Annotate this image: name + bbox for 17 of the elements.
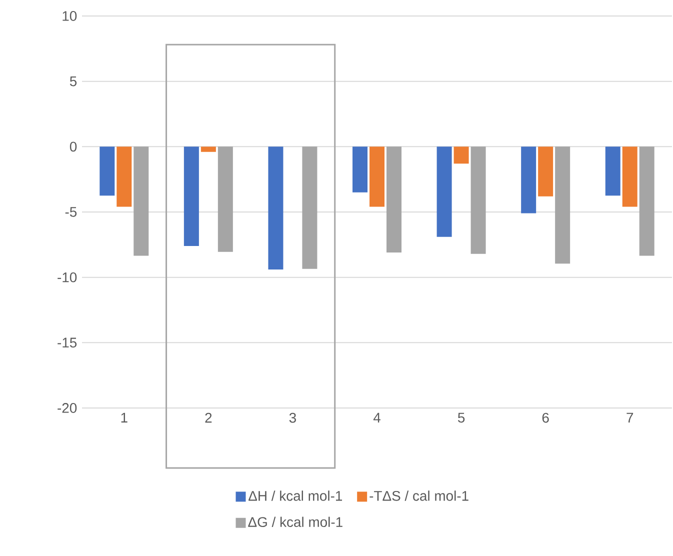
y-tick-label: -5 [65, 207, 77, 217]
x-tick-label: 3 [289, 412, 296, 423]
legend-label: -TΔS / cal mol-1 [370, 490, 468, 501]
y-tick-label: 5 [70, 76, 77, 86]
x-tick-label: 2 [205, 412, 212, 423]
x-tick-label: 1 [121, 412, 128, 422]
x-tick-label: 5 [458, 412, 465, 423]
y-tick-label: 0 [70, 142, 77, 152]
y-tick-label: -10 [58, 272, 77, 282]
legend-label: ΔH / kcal mol-1 [248, 490, 342, 501]
x-tick-label: 4 [373, 412, 380, 422]
y-tick-label: -15 [58, 338, 77, 348]
x-tick-label: 6 [542, 412, 549, 423]
y-tick-label: -20 [58, 403, 77, 413]
y-tick-label: 10 [62, 11, 77, 21]
legend-label: ΔG / kcal mol-1 [248, 516, 342, 528]
x-tick-label: 7 [626, 412, 634, 422]
